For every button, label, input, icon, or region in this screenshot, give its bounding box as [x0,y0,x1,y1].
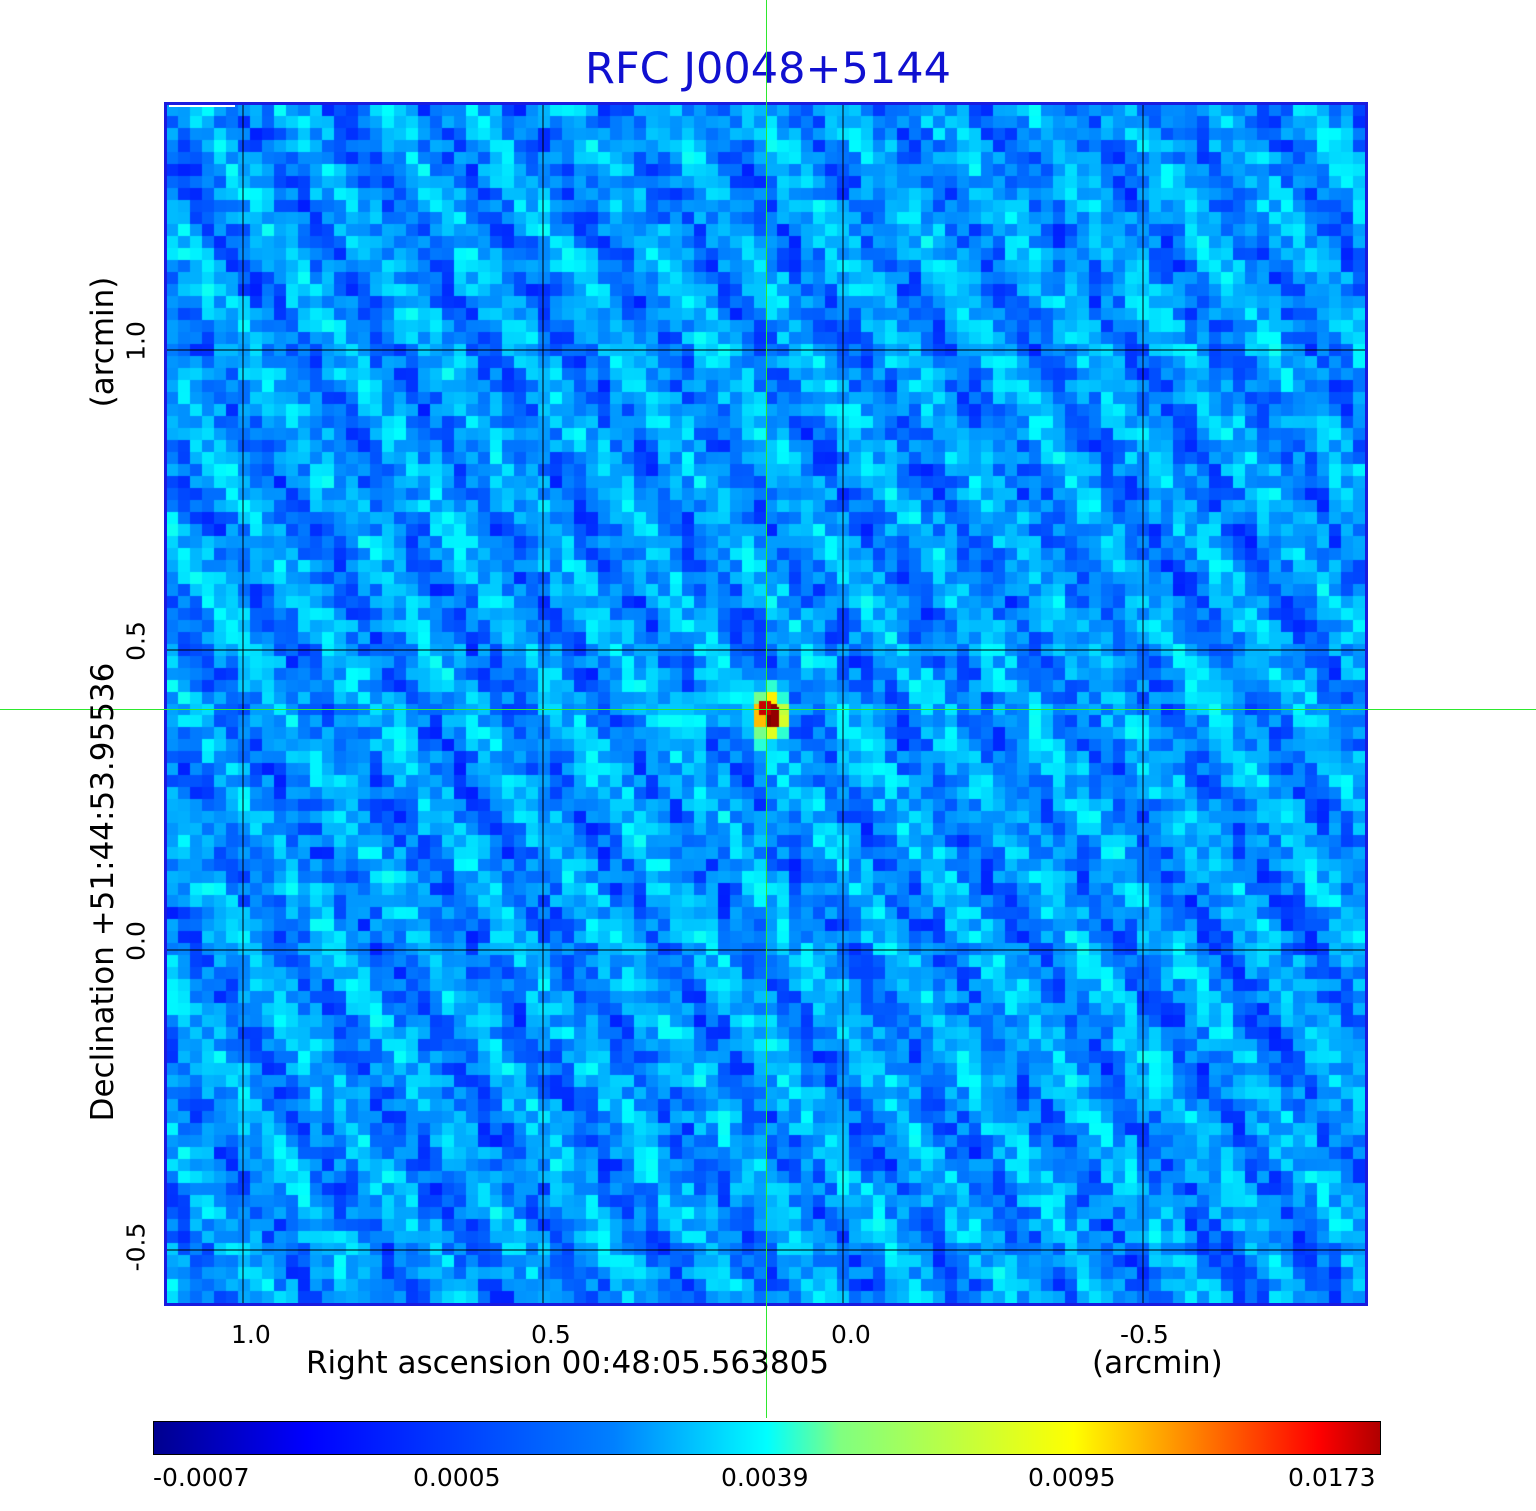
colorbar-tick-label: -0.0007 [153,1463,250,1492]
dec-tick-label: 1.0 [121,321,151,361]
colorbar-tick-label: 0.0173 [1288,1463,1376,1492]
dec-tick-label: -0.5 [121,1222,151,1272]
ra-tick-label: -0.5 [1120,1320,1169,1349]
colorbar-tick-label: 0.0095 [1028,1463,1116,1492]
colorbar [153,1421,1381,1455]
ra-tick-label: 0.5 [531,1320,571,1349]
map-title: RFC J0048+5144 [585,44,951,94]
crosshair-horizontal [0,709,1536,710]
dec-tick-label: 0.0 [121,921,151,961]
ra-axis-label: Right ascension 00:48:05.563805 [306,1345,830,1381]
ra-tick-label: 1.0 [231,1320,271,1349]
ra-tick-label: 0.0 [831,1320,871,1349]
colorbar-tick-label: 0.0039 [721,1463,809,1492]
dec-tick-label: 0.5 [121,621,151,661]
colorbar-tick-label: 0.0005 [413,1463,501,1492]
dec-axis-unit: (arcmin) [85,276,121,408]
ra-axis-unit: (arcmin) [1092,1345,1223,1381]
dec-axis-label: Declination +51:44:53.95536 [85,662,121,1122]
